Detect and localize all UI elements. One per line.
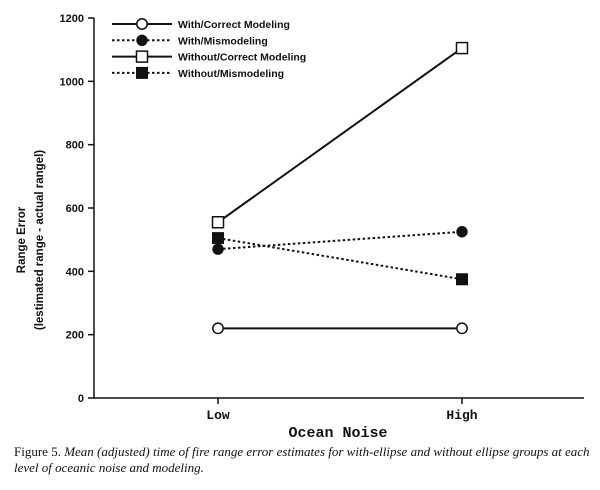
y-tick-label: 600	[66, 203, 84, 215]
legend-item-3: Without/Correct Modeling	[112, 50, 306, 64]
x-axis-label: Ocean Noise	[288, 425, 387, 440]
y-tick-label: 0	[78, 393, 84, 405]
legend-item-1: With/Correct Modeling	[112, 18, 290, 31]
y-tick-label: 1000	[60, 76, 84, 88]
series-3	[211, 41, 469, 229]
series-4	[212, 232, 468, 286]
caption-label: Figure 5.	[14, 444, 61, 459]
chart-axes	[93, 18, 584, 399]
marker-filled-square	[456, 273, 468, 286]
marker-open-square	[211, 216, 225, 229]
legend-item-4: Without/Mismodeling	[112, 66, 284, 80]
marker-open-circle	[212, 322, 224, 335]
series-line	[217, 237, 463, 281]
legend-label: Without/Mismodeling	[178, 68, 284, 80]
y-axis-label-line2: (lestimated range - actual rangel)	[34, 150, 46, 330]
line-chart: 0 200 400 600 800 1000 1200 Low High With/Corre…	[16, 13, 584, 440]
marker-filled-circle	[456, 226, 468, 238]
marker-open-circle	[456, 322, 468, 335]
marker-filled-circle	[212, 243, 224, 255]
series-line	[217, 230, 463, 251]
legend-label: With/Correct Modeling	[178, 19, 290, 31]
marker-open-circle	[136, 18, 148, 30]
series-2	[212, 226, 468, 255]
legend-label: Without/Correct Modeling	[178, 52, 306, 64]
y-axis-ticks: 0 200 400 600 800 1000 1200	[60, 13, 94, 405]
series-line	[217, 47, 463, 224]
series-1	[212, 322, 468, 335]
y-tick-label: 1200	[60, 13, 84, 25]
marker-filled-circle	[136, 34, 148, 46]
x-tick-label: High	[446, 408, 477, 423]
x-axis-ticks: Low High	[206, 398, 478, 423]
y-tick-label: 200	[66, 330, 84, 342]
x-tick-label: Low	[206, 408, 230, 423]
legend-label: With/Mismodeling	[178, 35, 268, 47]
marker-filled-square	[136, 66, 148, 79]
y-tick-label: 400	[66, 266, 84, 278]
legend-item-2: With/Mismodeling	[112, 34, 268, 47]
y-axis-label-line1: Range Error	[16, 206, 28, 273]
y-tick-label: 800	[66, 140, 84, 152]
marker-open-square	[135, 50, 149, 63]
legend: With/Correct Modeling With/Mismodeling Wit…	[112, 18, 306, 80]
caption-text: Mean (adjusted) time of fire range error…	[14, 444, 590, 475]
series-group	[211, 41, 469, 335]
figure-caption: Figure 5. Mean (adjusted) time of fire r…	[14, 444, 592, 476]
marker-open-square	[455, 41, 469, 55]
marker-filled-square	[212, 232, 224, 245]
